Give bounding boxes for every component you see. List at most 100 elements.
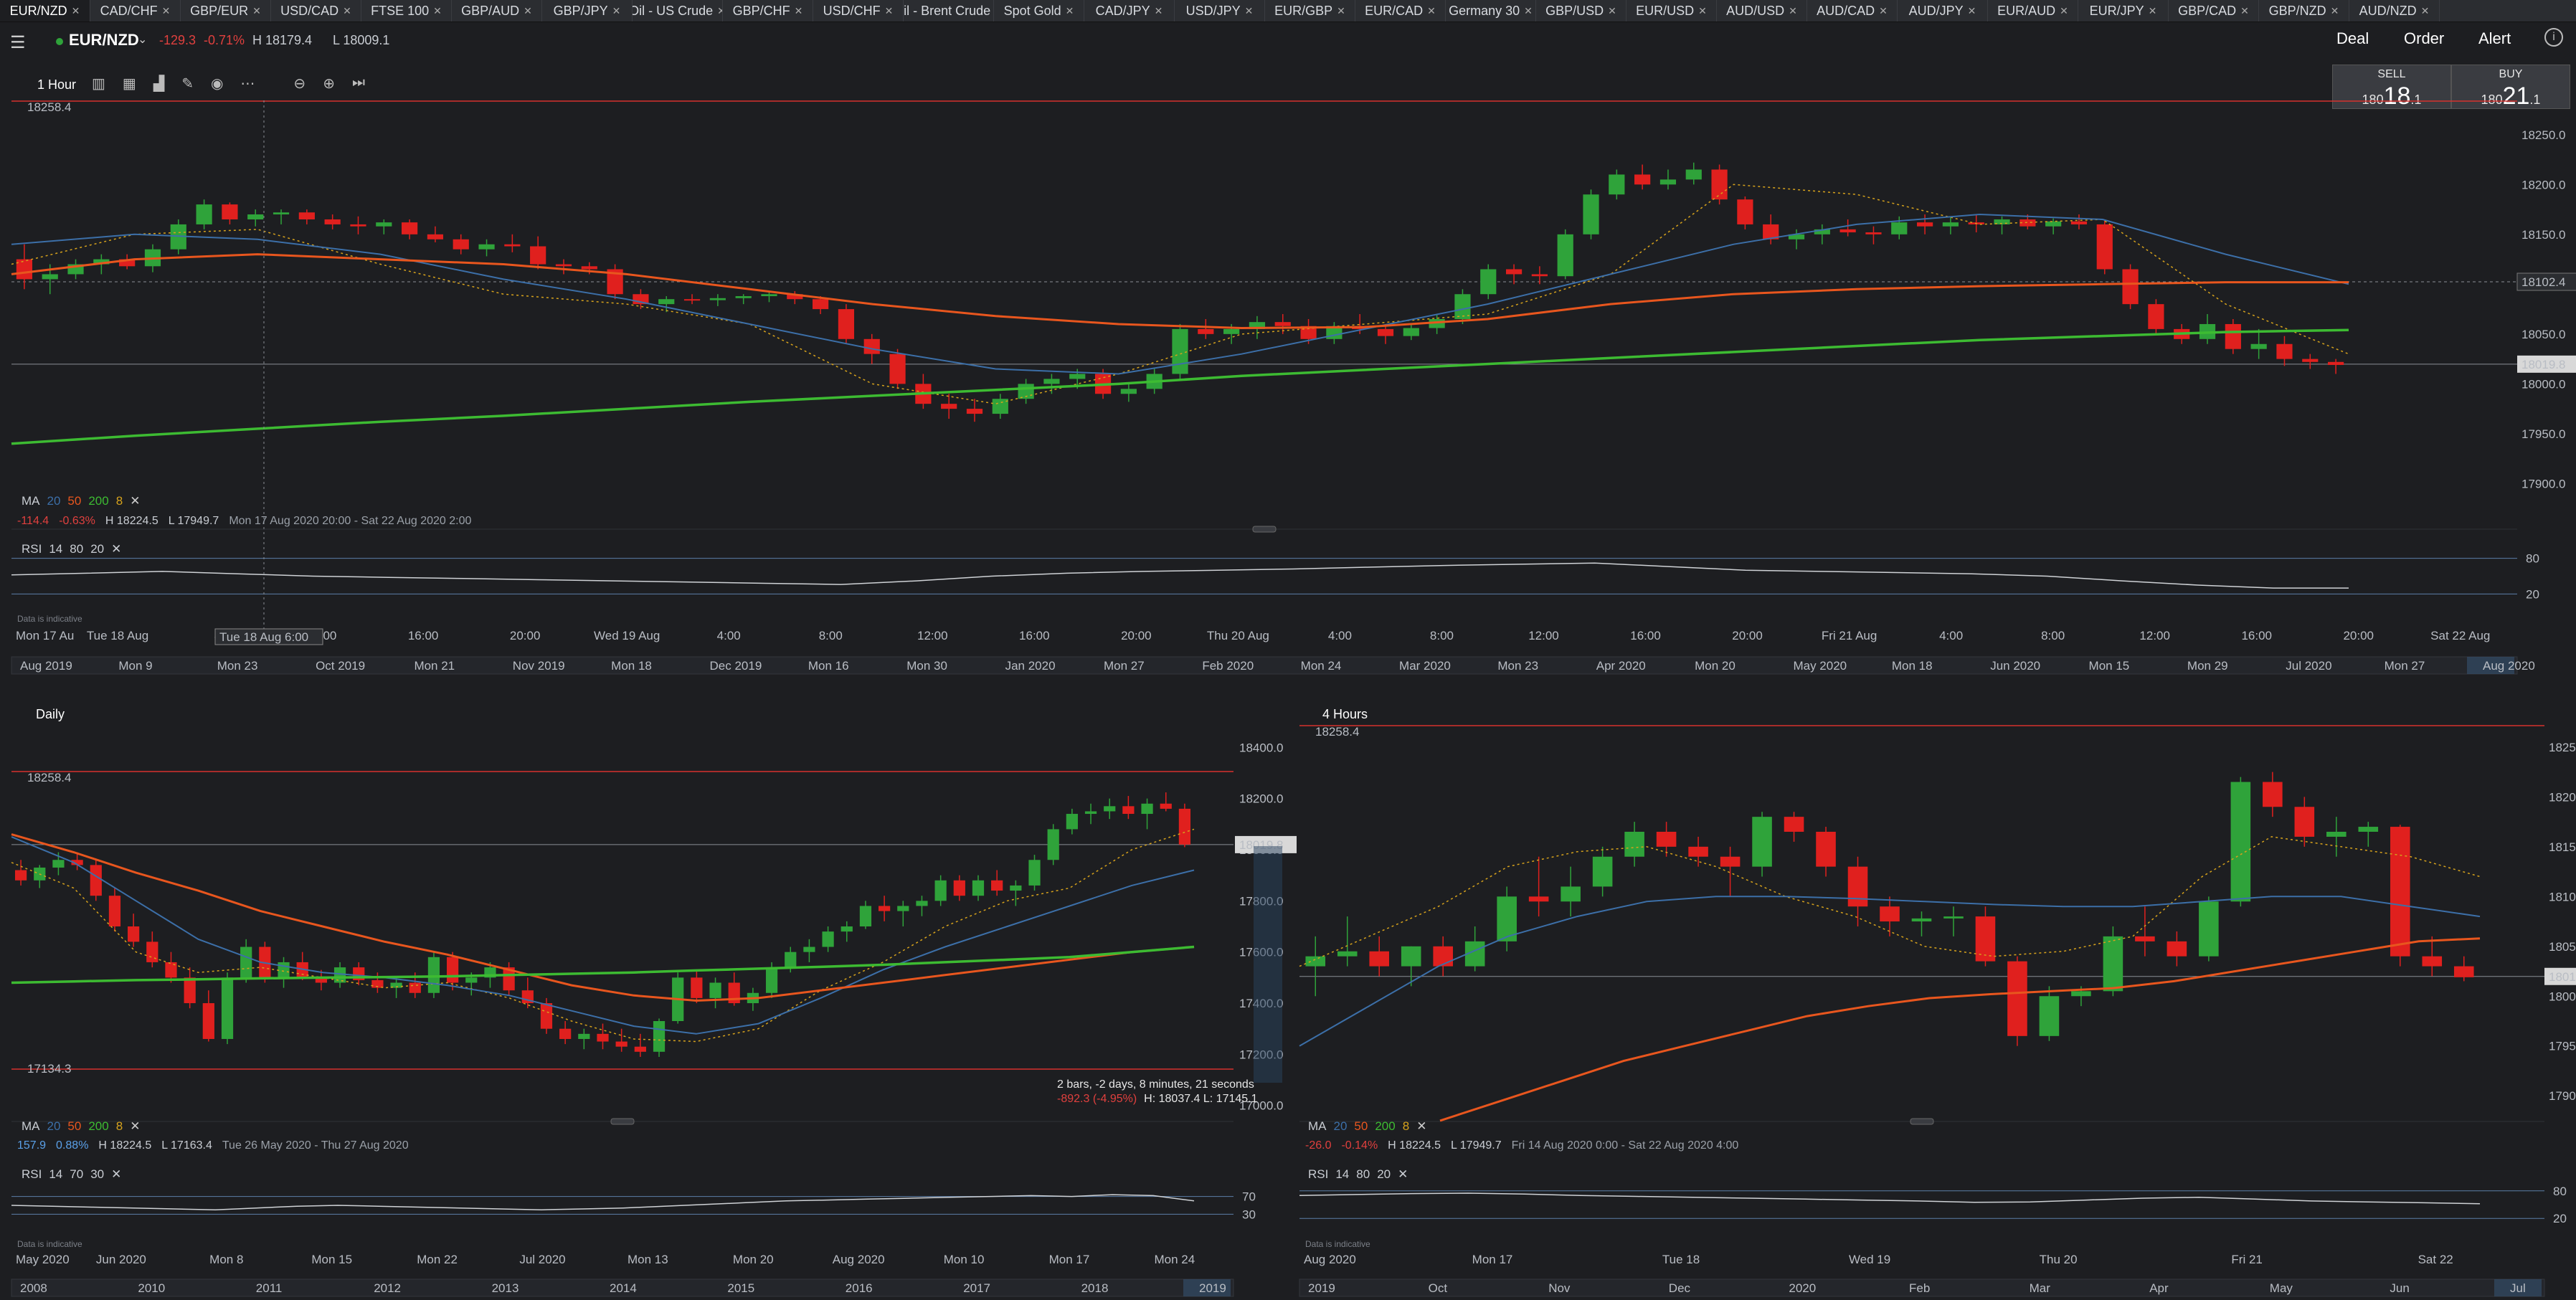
close-icon[interactable]: ✕	[252, 4, 261, 16]
layout-icon[interactable]: ▦	[122, 76, 136, 92]
close-icon[interactable]: ✕	[1427, 4, 1436, 16]
tab-usd-cad[interactable]: USD/CAD ✕	[271, 0, 361, 22]
close-icon[interactable]: ✕	[1398, 1167, 1408, 1181]
close-icon[interactable]: ✕	[2330, 4, 2339, 16]
reset-icon[interactable]: ⏭	[351, 75, 365, 90]
tab-aud-jpy[interactable]: AUD/JPY ✕	[1898, 0, 1988, 22]
main-chart-canvas[interactable]: 18258.418250.018200.018150.018100.018050…	[0, 57, 2576, 681]
tab-gbp-nzd[interactable]: GBP/NZD ✕	[2259, 0, 2349, 22]
h4-chart-canvas[interactable]: 18258.4 18250.0 18200.0 18150.0 18100.0 18050…	[1297, 688, 2576, 1300]
more-icon[interactable]: ⋯	[240, 76, 255, 92]
tab-gbp-usd[interactable]: GBP/USD ✕	[1536, 0, 1626, 22]
tab-aud-cad[interactable]: AUD/CAD ✕	[1807, 0, 1898, 22]
timeframe-label[interactable]: 4 Hours	[1322, 707, 1368, 721]
sell-prefix: 180	[2362, 92, 2384, 107]
tab-oil-us-crude[interactable]: Oil - US Crude✕	[633, 0, 723, 22]
close-icon[interactable]: ✕	[2060, 4, 2068, 16]
close-icon[interactable]: ✕	[2420, 4, 2430, 16]
close-icon[interactable]: ✕	[161, 4, 171, 16]
close-icon[interactable]: ✕	[343, 4, 351, 16]
close-icon[interactable]: ✕	[612, 4, 621, 16]
ma-legend: MA 20 50 200 8 ✕	[22, 1119, 140, 1134]
tab-germany-30[interactable]: Germany 30 ✕	[1446, 0, 1536, 22]
tab-eur-cad[interactable]: EUR/CAD ✕	[1355, 0, 1446, 22]
close-icon[interactable]: ✕	[111, 1167, 122, 1181]
close-icon[interactable]: ✕	[1524, 4, 1533, 16]
candle	[1839, 229, 1856, 233]
price-axis-label: 18100.0	[2549, 890, 2576, 903]
tab-ftse-100[interactable]: FTSE 100 ✕	[361, 0, 452, 22]
hamburger-icon[interactable]: ☰	[10, 33, 26, 52]
close-icon[interactable]: ✕	[884, 4, 894, 16]
close-icon[interactable]: ✕	[433, 4, 442, 16]
candle	[1337, 951, 1358, 957]
tab-cad-chf[interactable]: CAD/CHF ✕	[90, 0, 181, 22]
tab-eur-aud[interactable]: EUR/AUD ✕	[1988, 0, 2078, 22]
daily-chart-canvas[interactable]: 18258.417134.318400.018200.018000.017800…	[0, 688, 1297, 1300]
chevron-down-icon[interactable]: ⌄	[138, 34, 148, 46]
tab-gbp-cad[interactable]: GBP/CAD ✕	[2169, 0, 2259, 22]
close-icon[interactable]: ✕	[1337, 4, 1345, 16]
close-icon[interactable]: ✕	[2148, 4, 2157, 16]
close-icon[interactable]: ✕	[1789, 4, 1797, 16]
tab-gbp-chf[interactable]: GBP/CHF ✕	[723, 0, 813, 22]
tab-spot-gold[interactable]: Spot Gold ✕	[994, 0, 1084, 22]
close-icon[interactable]: ✕	[1244, 4, 1254, 16]
close-icon[interactable]: ✕	[71, 4, 80, 16]
candle	[165, 962, 177, 978]
indicator-icon[interactable]: ▟	[153, 76, 165, 92]
order-button[interactable]: Order	[2404, 29, 2445, 47]
deal-button[interactable]: Deal	[2336, 29, 2369, 47]
tab-eur-nzd[interactable]: EUR/NZD ✕	[0, 0, 90, 22]
timeframe-label[interactable]: Daily	[36, 707, 65, 721]
ma200-legend: 200	[88, 1119, 109, 1133]
tab-gbp-jpy[interactable]: GBP/JPY ✕	[542, 0, 633, 22]
tab-gbp-aud[interactable]: GBP/AUD ✕	[452, 0, 542, 22]
close-icon[interactable]: ✕	[111, 542, 122, 556]
candle	[465, 977, 478, 983]
tab-aud-usd[interactable]: AUD/USD ✕	[1717, 0, 1807, 22]
close-icon[interactable]: ✕	[2240, 4, 2249, 16]
navigator-label: Oct	[1429, 1281, 1448, 1295]
close-icon[interactable]: ✕	[794, 4, 803, 16]
close-icon[interactable]: ✕	[1416, 1119, 1427, 1133]
sell-label: SELL	[2377, 68, 2406, 80]
tab-gbp-eur[interactable]: GBP/EUR ✕	[181, 0, 271, 22]
close-icon[interactable]: ✕	[1608, 4, 1616, 16]
high-line-label: 18258.4	[1315, 725, 1359, 739]
close-icon[interactable]: ✕	[130, 494, 141, 508]
time-axis-label: 8:00	[819, 629, 843, 642]
tab-aud-nzd[interactable]: AUD/NZD ✕	[2349, 0, 2440, 22]
close-icon[interactable]: ✕	[130, 1119, 141, 1133]
eye-icon[interactable]: ◉	[210, 76, 224, 92]
candle	[822, 931, 834, 947]
tab-eur-gbp[interactable]: EUR/GBP ✕	[1265, 0, 1355, 22]
info-icon[interactable]: i	[2544, 28, 2563, 47]
candlestick-icon[interactable]: ▥	[92, 76, 105, 92]
tab-oil-brent-crude[interactable]: Oil - Brent Crude✕	[904, 0, 994, 22]
navigator-label: 2018	[1081, 1281, 1109, 1295]
close-icon[interactable]: ✕	[717, 5, 722, 17]
candle	[128, 926, 140, 942]
ma8-line	[11, 184, 2349, 404]
tab-usd-chf[interactable]: USD/CHF ✕	[813, 0, 904, 22]
timeframe-label[interactable]: 1 Hour	[37, 77, 77, 92]
alert-button[interactable]: Alert	[2478, 29, 2511, 47]
tab-eur-usd[interactable]: EUR/USD ✕	[1626, 0, 1717, 22]
zoom-in-icon[interactable]: ⊕	[323, 76, 335, 92]
close-icon[interactable]: ✕	[1698, 4, 1707, 16]
close-icon[interactable]: ✕	[1967, 4, 1976, 16]
close-icon[interactable]: ✕	[1879, 4, 1888, 16]
close-icon[interactable]: ✕	[524, 4, 532, 16]
tab-eur-jpy[interactable]: EUR/JPY ✕	[2078, 0, 2169, 22]
close-icon[interactable]: ✕	[1154, 4, 1163, 16]
zoom-out-icon[interactable]: ⊖	[293, 76, 306, 92]
tab-usd-jpy[interactable]: USD/JPY ✕	[1175, 0, 1265, 22]
price-axis-label: 18050.0	[2521, 328, 2565, 341]
close-icon[interactable]: ✕	[1065, 4, 1074, 16]
draw-icon[interactable]: ✎	[181, 76, 194, 92]
tab-cad-jpy[interactable]: CAD/JPY ✕	[1084, 0, 1175, 22]
instrument-name[interactable]: EUR/NZD	[69, 31, 139, 49]
navigator-label: Jul	[2510, 1281, 2526, 1295]
navigator-label: Mon 29	[2187, 659, 2228, 673]
